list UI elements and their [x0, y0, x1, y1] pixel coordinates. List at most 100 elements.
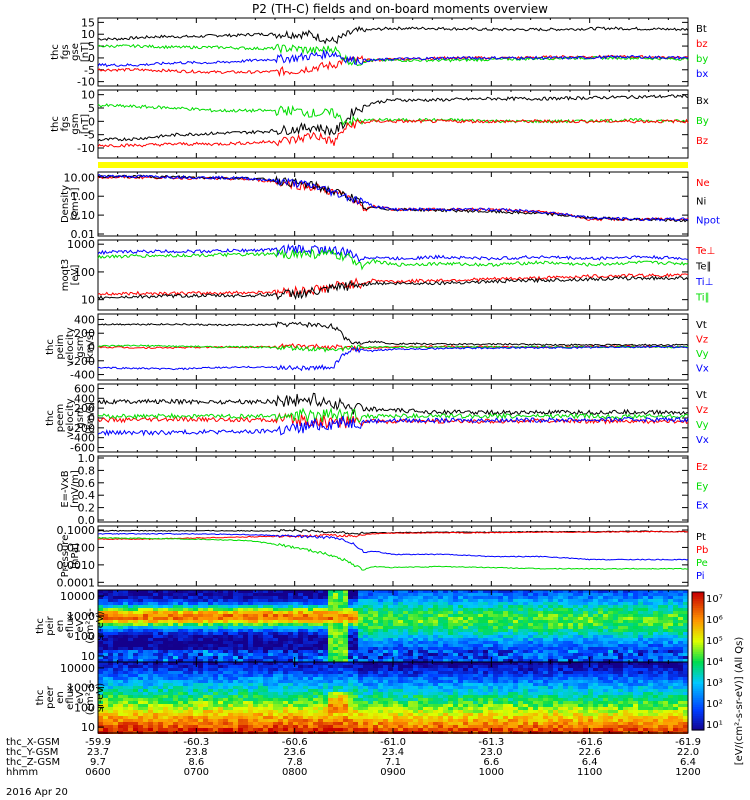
heat-cell	[218, 590, 223, 593]
heat-cell	[573, 617, 578, 620]
y-tick-label: -200	[70, 422, 95, 435]
heat-cell	[163, 704, 168, 707]
heat-cell	[303, 656, 308, 659]
heat-cell	[313, 665, 318, 668]
heat-cell	[173, 704, 178, 707]
panel-fgs-frame	[97, 17, 689, 87]
heat-cell	[418, 659, 423, 662]
heat-cell	[373, 710, 378, 713]
heat-cell	[188, 608, 193, 611]
heat-cell	[98, 671, 103, 674]
heat-cell	[163, 680, 168, 683]
heat-cell	[508, 614, 513, 617]
heat-cell	[318, 650, 323, 653]
ylabel-line: E=-VxB	[60, 470, 71, 507]
heat-cell	[253, 656, 258, 659]
heat-cell	[268, 668, 273, 671]
heat-cell	[203, 722, 208, 725]
heat-cell	[368, 614, 373, 617]
heat-cell	[313, 713, 318, 716]
heat-cell	[188, 632, 193, 635]
heat-cell	[628, 626, 633, 629]
heat-cell	[298, 599, 303, 602]
heat-cell	[363, 632, 368, 635]
heat-cell	[153, 650, 158, 653]
heat-cell	[443, 596, 448, 599]
heat-cell	[308, 704, 313, 707]
heat-cell	[323, 641, 328, 644]
heat-cell	[673, 617, 678, 620]
heat-cell	[628, 632, 633, 635]
heat-cell	[493, 596, 498, 599]
heat-cell	[138, 683, 143, 686]
heat-cell	[118, 611, 123, 614]
heat-cell	[133, 662, 138, 665]
heat-cell	[318, 695, 323, 698]
heat-cell	[658, 653, 663, 656]
heat-cell	[163, 629, 168, 632]
heat-cell	[553, 611, 558, 614]
heat-cell	[573, 596, 578, 599]
heat-cell	[403, 620, 408, 623]
heat-cell	[528, 611, 533, 614]
heat-cell	[228, 647, 233, 650]
series-temps-Ti∥	[97, 248, 689, 271]
heat-cell	[543, 641, 548, 644]
heat-cell	[373, 596, 378, 599]
heat-cell	[568, 647, 573, 650]
heat-cell	[603, 593, 608, 596]
heat-cell	[238, 626, 243, 629]
heat-cell	[243, 704, 248, 707]
heat-cell	[283, 596, 288, 599]
heat-cell	[313, 695, 318, 698]
y-tick-label: 600	[74, 382, 95, 395]
heat-cell	[233, 650, 238, 653]
heat-cell	[348, 716, 353, 719]
heat-cell	[263, 614, 268, 617]
heat-cell	[153, 626, 158, 629]
heat-cell	[208, 590, 213, 593]
heat-cell	[668, 608, 673, 611]
heat-cell	[133, 656, 138, 659]
heat-cell	[383, 617, 388, 620]
heat-cell	[613, 653, 618, 656]
heat-cell	[343, 704, 348, 707]
heat-cell	[133, 602, 138, 605]
heat-cell	[193, 695, 198, 698]
heat-cell	[468, 641, 473, 644]
heat-cell	[623, 638, 628, 641]
heat-cell	[538, 602, 543, 605]
heat-cell	[338, 701, 343, 704]
heat-cell	[318, 617, 323, 620]
heat-cell	[143, 683, 148, 686]
heat-cell	[208, 653, 213, 656]
heat-cell	[313, 605, 318, 608]
heat-cell	[353, 668, 358, 671]
heat-cell	[358, 719, 363, 722]
heat-cell	[158, 689, 163, 692]
heat-cell	[308, 608, 313, 611]
heat-cell	[243, 662, 248, 665]
heat-cell	[353, 617, 358, 620]
heat-cell	[338, 698, 343, 701]
heat-cell	[403, 632, 408, 635]
heat-cell	[213, 668, 218, 671]
heat-cell	[258, 596, 263, 599]
heat-cell	[343, 722, 348, 725]
heat-cell	[243, 620, 248, 623]
heat-cell	[208, 647, 213, 650]
heat-cell	[543, 632, 548, 635]
heat-cell	[168, 671, 173, 674]
heat-cell	[448, 608, 453, 611]
heat-cell	[263, 683, 268, 686]
heat-cell	[298, 707, 303, 710]
heat-cell	[473, 593, 478, 596]
heat-cell	[138, 710, 143, 713]
heat-cell	[533, 632, 538, 635]
heat-cell	[313, 707, 318, 710]
legend-peem_v-3: Vx	[696, 435, 709, 446]
heat-cell	[293, 623, 298, 626]
legend-efield-2: Ex	[696, 501, 708, 512]
heat-cell	[353, 641, 358, 644]
